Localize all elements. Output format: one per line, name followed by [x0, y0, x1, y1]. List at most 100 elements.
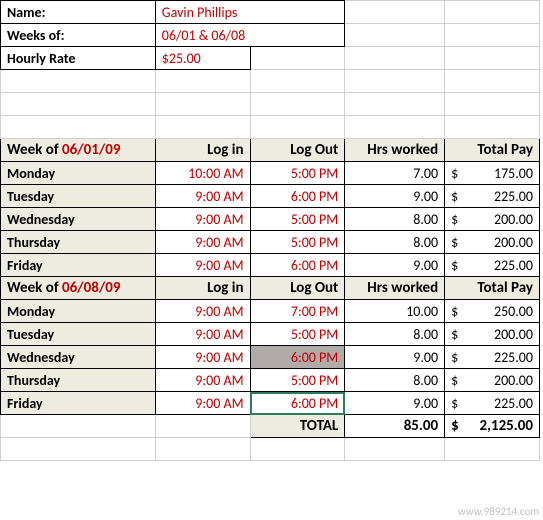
empty-cell[interactable] [445, 93, 540, 116]
login-cell[interactable]: 9:00 AM [155, 231, 250, 254]
hrs-cell[interactable]: 9.00 [345, 185, 445, 208]
hrs-cell[interactable]: 9.00 [345, 346, 445, 369]
empty-cell[interactable] [445, 24, 540, 47]
hrs-cell[interactable]: 8.00 [345, 231, 445, 254]
day-cell[interactable]: Tuesday [1, 185, 156, 208]
day-cell[interactable]: Wednesday [1, 208, 156, 231]
logout-cell[interactable]: 6:00 PM [250, 254, 345, 277]
day-cell[interactable]: Monday [1, 300, 156, 323]
currency-symbol: $ [451, 372, 458, 389]
col-header-login: Log in [155, 277, 250, 300]
logout-cell[interactable]: 6:00 PM [250, 346, 345, 369]
watermark: www.989214.com [458, 505, 539, 518]
day-cell[interactable]: Friday [1, 254, 156, 277]
empty-cell[interactable] [155, 70, 250, 93]
login-cell[interactable]: 9:00 AM [155, 300, 250, 323]
name-label: Name: [1, 1, 156, 24]
currency-symbol: $ [451, 165, 458, 182]
empty-cell[interactable] [250, 70, 345, 93]
logout-cell[interactable]: 5:00 PM [250, 231, 345, 254]
empty-cell[interactable] [345, 24, 445, 47]
day-cell[interactable]: Tuesday [1, 323, 156, 346]
hrs-cell[interactable]: 8.00 [345, 323, 445, 346]
empty-cell[interactable] [1, 415, 156, 438]
weeks-label: Weeks of: [1, 24, 156, 47]
logout-cell[interactable]: 5:00 PM [250, 323, 345, 346]
empty-cell[interactable] [155, 116, 250, 139]
login-cell[interactable]: 9:00 AM [155, 323, 250, 346]
login-cell[interactable]: 10:00 AM [155, 162, 250, 185]
pay-cell[interactable]: $225.00 [445, 254, 540, 277]
empty-cell[interactable] [1, 116, 156, 139]
col-header-total: Total Pay [445, 139, 540, 162]
hrs-cell[interactable]: 9.00 [345, 254, 445, 277]
pay-cell[interactable]: $200.00 [445, 231, 540, 254]
login-cell[interactable]: 9:00 AM [155, 392, 250, 415]
empty-cell[interactable] [445, 438, 540, 461]
empty-cell[interactable] [345, 438, 445, 461]
rate-value[interactable]: $25.00 [155, 47, 250, 70]
empty-cell[interactable] [250, 47, 345, 70]
pay-cell[interactable]: $175.00 [445, 162, 540, 185]
empty-cell[interactable] [250, 438, 345, 461]
logout-cell[interactable]: 5:00 PM [250, 162, 345, 185]
pay-cell[interactable]: $225.00 [445, 346, 540, 369]
logout-cell[interactable]: 6:00 PM [250, 185, 345, 208]
col-header-total: Total Pay [445, 277, 540, 300]
empty-cell[interactable] [345, 47, 445, 70]
timesheet-table: Name: Gavin Phillips Weeks of: 06/01 & 0… [0, 0, 540, 461]
pay-cell[interactable]: $200.00 [445, 369, 540, 392]
currency-symbol: $ [451, 349, 458, 366]
pay-cell[interactable]: $225.00 [445, 185, 540, 208]
pay-cell[interactable]: $250.00 [445, 300, 540, 323]
empty-cell[interactable] [1, 70, 156, 93]
logout-cell[interactable]: 5:00 PM [250, 369, 345, 392]
day-cell[interactable]: Thursday [1, 369, 156, 392]
day-cell[interactable]: Friday [1, 392, 156, 415]
day-cell[interactable]: Thursday [1, 231, 156, 254]
empty-cell[interactable] [445, 70, 540, 93]
login-cell[interactable]: 9:00 AM [155, 346, 250, 369]
day-cell[interactable]: Wednesday [1, 346, 156, 369]
hrs-cell[interactable]: 9.00 [345, 392, 445, 415]
empty-cell[interactable] [445, 1, 540, 24]
empty-cell[interactable] [250, 93, 345, 116]
hrs-cell[interactable]: 8.00 [345, 208, 445, 231]
empty-cell[interactable] [445, 47, 540, 70]
logout-cell[interactable]: 5:00 PM [250, 208, 345, 231]
empty-cell[interactable] [155, 415, 250, 438]
empty-cell[interactable] [1, 438, 156, 461]
login-cell[interactable]: 9:00 AM [155, 254, 250, 277]
empty-cell[interactable] [345, 93, 445, 116]
pay-value: 225.00 [494, 188, 533, 205]
login-cell[interactable]: 9:00 AM [155, 185, 250, 208]
pay-cell[interactable]: $225.00 [445, 392, 540, 415]
currency-symbol: $ [451, 395, 458, 412]
pay-value: 250.00 [494, 303, 533, 320]
week-date: 06/08/09 [62, 279, 121, 297]
empty-cell[interactable] [1, 93, 156, 116]
empty-cell[interactable] [445, 116, 540, 139]
currency-symbol: $ [451, 188, 458, 205]
empty-cell[interactable] [345, 1, 445, 24]
login-cell[interactable]: 9:00 AM [155, 208, 250, 231]
logout-cell[interactable]: 6:00 PM [250, 392, 345, 415]
empty-cell[interactable] [250, 116, 345, 139]
pay-cell[interactable]: $200.00 [445, 323, 540, 346]
empty-cell[interactable] [345, 116, 445, 139]
empty-cell[interactable] [155, 93, 250, 116]
day-cell[interactable]: Monday [1, 162, 156, 185]
total-pay: $2,125.00 [445, 415, 540, 438]
rate-label: Hourly Rate [1, 47, 156, 70]
empty-cell[interactable] [345, 70, 445, 93]
hrs-cell[interactable]: 7.00 [345, 162, 445, 185]
col-header-hrs: Hrs worked [345, 277, 445, 300]
weeks-value[interactable]: 06/01 & 06/08 [155, 24, 345, 47]
login-cell[interactable]: 9:00 AM [155, 369, 250, 392]
empty-cell[interactable] [155, 438, 250, 461]
hrs-cell[interactable]: 8.00 [345, 369, 445, 392]
pay-cell[interactable]: $200.00 [445, 208, 540, 231]
hrs-cell[interactable]: 10.00 [345, 300, 445, 323]
logout-cell[interactable]: 7:00 PM [250, 300, 345, 323]
name-value[interactable]: Gavin Phillips [155, 1, 345, 24]
